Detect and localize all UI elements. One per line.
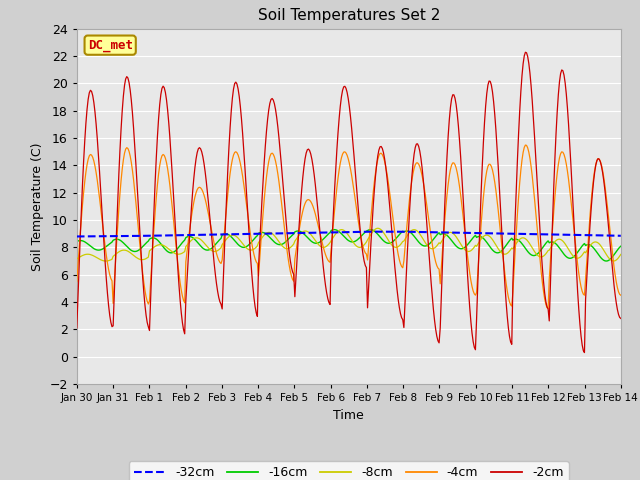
X-axis label: Time: Time	[333, 408, 364, 421]
Text: DC_met: DC_met	[88, 39, 132, 52]
Y-axis label: Soil Temperature (C): Soil Temperature (C)	[31, 142, 44, 271]
Legend: -32cm, -16cm, -8cm, -4cm, -2cm: -32cm, -16cm, -8cm, -4cm, -2cm	[129, 461, 568, 480]
Title: Soil Temperatures Set 2: Soil Temperatures Set 2	[258, 9, 440, 24]
